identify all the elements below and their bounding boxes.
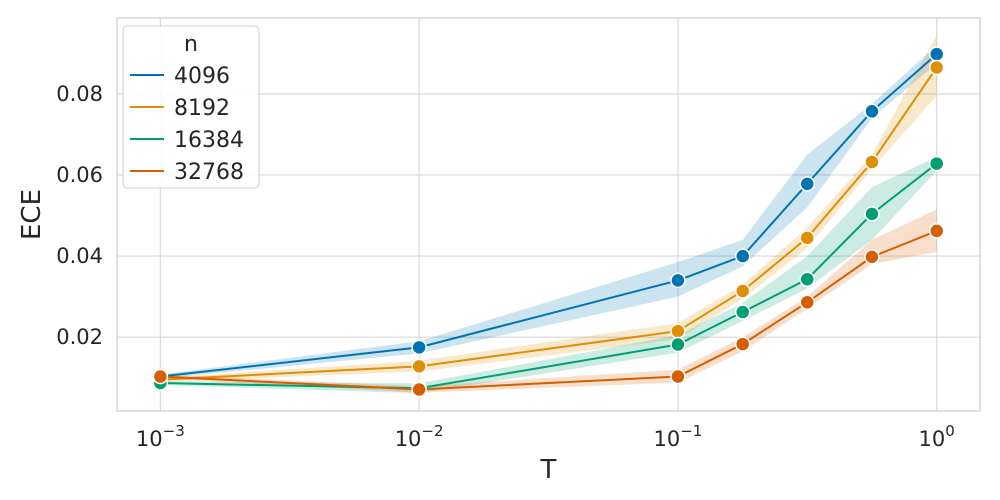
- x-axis-ticks: 10−3 10−2 10−1 100: [136, 422, 955, 451]
- point-series-8192: [411, 358, 427, 375]
- point-series-16384: [734, 304, 751, 320]
- legend-label: 4096: [174, 64, 230, 89]
- x-tick-label: 10−2: [395, 422, 444, 451]
- point-series-8192: [799, 230, 815, 246]
- y-axis-ticks: 0.02 0.04 0.06 0.08: [56, 82, 103, 349]
- point-series-32768: [152, 368, 169, 385]
- confidence-bands: [160, 35, 937, 394]
- y-tick-label: 0.04: [56, 244, 103, 268]
- point-series-4096: [928, 46, 945, 62]
- legend-label: 8192: [174, 96, 230, 121]
- point-series-4096: [670, 272, 686, 289]
- legend-label: 16384: [174, 128, 244, 153]
- point-series-4096: [799, 176, 815, 192]
- point-series-16384: [928, 155, 945, 172]
- band-series-16384: [160, 156, 937, 394]
- point-series-4096: [411, 339, 427, 356]
- y-tick-label: 0.08: [56, 82, 103, 106]
- point-series-32768: [411, 381, 427, 398]
- y-axis-label: ECE: [17, 189, 47, 240]
- point-series-16384: [670, 336, 686, 353]
- legend-items: 4096 8192 16384 32768: [130, 64, 244, 185]
- y-tick-label: 0.06: [56, 163, 103, 187]
- plot-frame: [116, 17, 981, 412]
- point-series-16384: [799, 271, 815, 287]
- point-series-32768: [734, 336, 751, 352]
- y-tick-label: 0.02: [56, 325, 103, 349]
- point-series-32768: [670, 368, 686, 385]
- series-points: [152, 46, 945, 398]
- legend-box: [122, 25, 260, 189]
- point-series-8192: [928, 59, 945, 76]
- point-series-32768: [799, 294, 815, 311]
- band-series-4096: [160, 45, 937, 379]
- point-series-8192: [864, 154, 880, 170]
- point-series-8192: [734, 283, 751, 299]
- point-series-4096: [734, 248, 751, 264]
- grid: [117, 18, 980, 411]
- point-series-8192: [670, 323, 686, 339]
- legend-item-32768: 32768: [130, 160, 244, 185]
- legend-item-4096: 4096: [130, 64, 230, 89]
- point-series-32768: [864, 249, 880, 265]
- x-tick-label: 100: [919, 422, 955, 451]
- x-tick-label: 10−3: [136, 422, 185, 451]
- legend-item-8192: 8192: [130, 96, 230, 121]
- legend-label: 32768: [174, 160, 244, 185]
- point-series-16384: [864, 206, 880, 222]
- x-tick-label: 10−1: [653, 422, 702, 451]
- legend: n 4096 8192 16384 32768: [122, 25, 260, 189]
- line-series-8192: [160, 66, 938, 381]
- legend-item-16384: 16384: [130, 128, 244, 153]
- point-series-4096: [864, 103, 880, 120]
- x-axis-label: T: [540, 455, 557, 485]
- legend-title: n: [184, 32, 198, 57]
- band-series-8192: [160, 35, 937, 382]
- series-lines: [160, 53, 938, 391]
- point-series-32768: [928, 223, 945, 239]
